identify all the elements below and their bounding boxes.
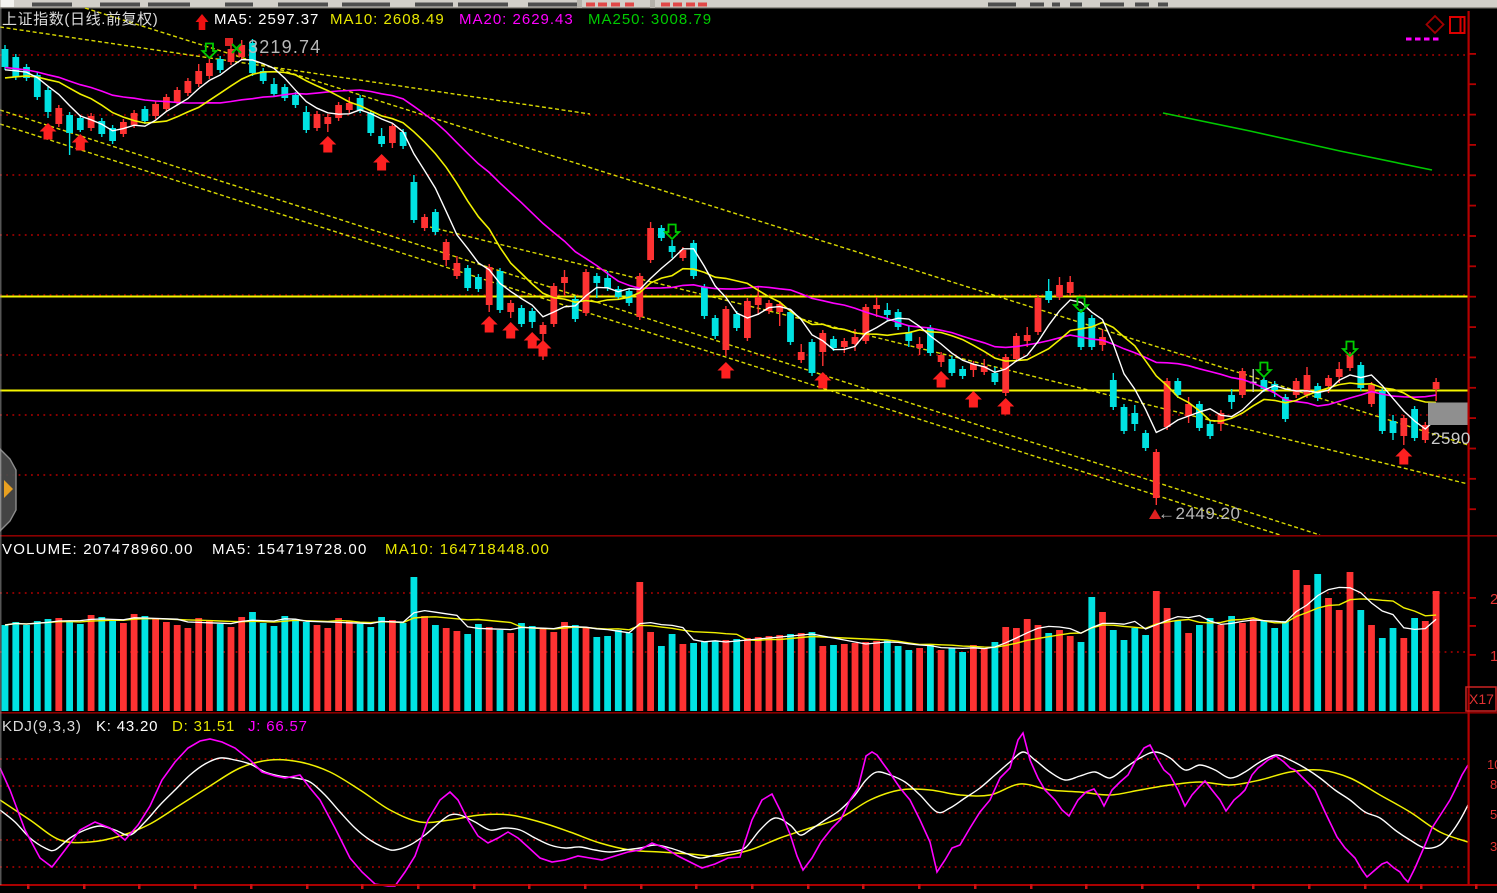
svg-text:MA10: 164718448.00: MA10: 164718448.00 <box>385 541 550 558</box>
svg-text:3: 3 <box>1490 839 1497 854</box>
svg-text:2: 2 <box>1490 591 1497 608</box>
svg-text:MA20: 2629.43: MA20: 2629.43 <box>459 11 574 28</box>
svg-text:K: 43.20: K: 43.20 <box>96 718 158 735</box>
svg-text:J: 66.57: J: 66.57 <box>248 718 308 735</box>
svg-text:X17: X17 <box>1469 691 1494 707</box>
svg-text:MA10: 2608.49: MA10: 2608.49 <box>330 11 445 28</box>
svg-text:10: 10 <box>1487 757 1497 772</box>
svg-text:MA5: 154719728.00: MA5: 154719728.00 <box>212 541 368 558</box>
svg-text:VOLUME: 207478960.00: VOLUME: 207478960.00 <box>2 541 194 558</box>
svg-text:2590: 2590 <box>1431 429 1471 448</box>
svg-text:MA5: 2597.37: MA5: 2597.37 <box>214 11 319 28</box>
svg-text:3219.74: 3219.74 <box>248 37 321 57</box>
svg-text:D: 31.51: D: 31.51 <box>172 718 235 735</box>
svg-text:上证指数(日线.前复权): 上证指数(日线.前复权) <box>2 10 158 28</box>
svg-text:←2449.20: ←2449.20 <box>1158 504 1240 523</box>
svg-text:8: 8 <box>1490 777 1497 792</box>
svg-text:1: 1 <box>1490 648 1497 665</box>
svg-text:MA250: 3008.79: MA250: 3008.79 <box>588 11 712 28</box>
svg-text:KDJ(9,3,3): KDJ(9,3,3) <box>2 718 82 735</box>
svg-text:5: 5 <box>1490 807 1497 822</box>
